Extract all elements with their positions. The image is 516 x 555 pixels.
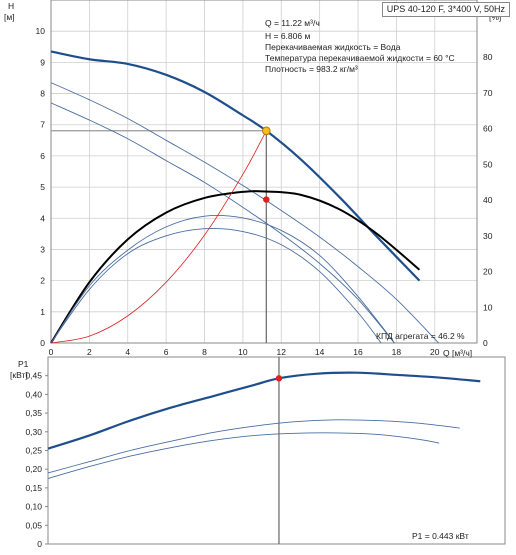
- bottom-plot-frame: [47, 356, 506, 545]
- eta-axis-unit: [%]: [489, 12, 501, 22]
- power-curve-main-0: [47, 371, 481, 450]
- chart-curves: [47, 50, 481, 544]
- curve-thin-1: [50, 82, 439, 344]
- power-label: P1 = 0.443 кВт: [412, 531, 469, 541]
- efficiency-point-marker: [263, 196, 270, 203]
- q-tick-label: 16: [353, 347, 363, 357]
- h-tick-label: 1: [40, 307, 45, 317]
- info-temperature: Температура перекачиваемой жидкости = 60…: [265, 53, 455, 63]
- p1-tick-label: 0,25: [25, 446, 42, 456]
- h-tick-label: 5: [40, 182, 45, 192]
- q-tick-label: 4: [125, 347, 130, 357]
- curve-system-6: [50, 130, 267, 344]
- eta-tick-label: 60: [483, 124, 493, 134]
- top-grid: [50, 0, 477, 344]
- h-tick-label: 4: [40, 213, 45, 223]
- p1-tick-label: 0,15: [25, 483, 42, 493]
- p1-tick-label: 0,40: [25, 389, 42, 399]
- p1-axis-label: P1: [18, 359, 29, 369]
- h-tick-label: 3: [40, 244, 45, 254]
- q-tick-label: 12: [277, 347, 287, 357]
- h-axis-label: H: [8, 1, 14, 11]
- p1-tick-label: 0,20: [25, 464, 42, 474]
- power-curve-thin-2: [47, 432, 440, 479]
- p1-tick-label: 0,45: [25, 371, 42, 381]
- info-head: H = 6.806 м: [265, 31, 310, 41]
- info-liquid: Перекачиваемая жидкость = Вода: [265, 42, 401, 52]
- h-tick-label: 2: [40, 276, 45, 286]
- q-tick-label: 2: [87, 347, 92, 357]
- chart-markers: [262, 126, 283, 382]
- pump-title: UPS 40-120 F, 3*400 V, 50Hz: [381, 2, 510, 17]
- h-tick-label: 8: [40, 89, 45, 99]
- h-tick-label: 9: [40, 57, 45, 67]
- p1-tick-label: 0,05: [25, 520, 42, 530]
- q-tick-label: 10: [238, 347, 248, 357]
- p1-tick-label: 0: [37, 539, 42, 549]
- eta-tick-label: 0: [483, 338, 488, 348]
- h-tick-label: 6: [40, 151, 45, 161]
- q-tick-label: 6: [164, 347, 169, 357]
- p1-axis-unit: [кВт]: [10, 370, 28, 380]
- info-flow: Q = 11.22 м³/ч: [265, 18, 320, 28]
- h-axis-unit: [м]: [4, 12, 15, 22]
- chart-axes: [45, 0, 506, 545]
- eta-tick-label: 50: [483, 159, 493, 169]
- power-point-marker: [275, 375, 283, 382]
- curve-thin-2: [50, 102, 395, 344]
- curve-thin-5: [50, 227, 382, 344]
- eta-tick-label: 70: [483, 88, 493, 98]
- duty-point-marker: [262, 126, 271, 136]
- curve-efficiency-3: [50, 190, 421, 344]
- power-curve-thin-1: [47, 419, 460, 474]
- eta-tick-label: 20: [483, 267, 493, 277]
- h-tick-label: 7: [40, 120, 45, 130]
- efficiency-label: КПД агрегата = 46.2 %: [376, 331, 465, 341]
- eta-tick-label: 30: [483, 231, 493, 241]
- q-tick-label: 18: [392, 347, 402, 357]
- h-tick-label: 0: [40, 338, 45, 348]
- q-tick-label: 14: [315, 347, 325, 357]
- info-density: Плотность = 983.2 кг/м³: [265, 64, 358, 74]
- top-plot-frame: [50, 0, 478, 344]
- p1-tick-label: 0,10: [25, 502, 42, 512]
- p1-tick-label: 0,35: [25, 408, 42, 418]
- x-axis-label: Q [м³/ч]: [443, 348, 472, 358]
- p1-tick-label: 0,30: [25, 427, 42, 437]
- q-tick-label: 20: [430, 347, 440, 357]
- h-tick-label: 10: [36, 26, 46, 36]
- curve-main-0: [50, 50, 421, 282]
- eta-tick-label: 40: [483, 195, 493, 205]
- q-tick-label: 8: [202, 347, 207, 357]
- eta-tick-label: 10: [483, 302, 493, 312]
- curve-thin-4: [50, 214, 395, 344]
- eta-tick-label: 80: [483, 52, 493, 62]
- q-tick-label: 0: [49, 347, 54, 357]
